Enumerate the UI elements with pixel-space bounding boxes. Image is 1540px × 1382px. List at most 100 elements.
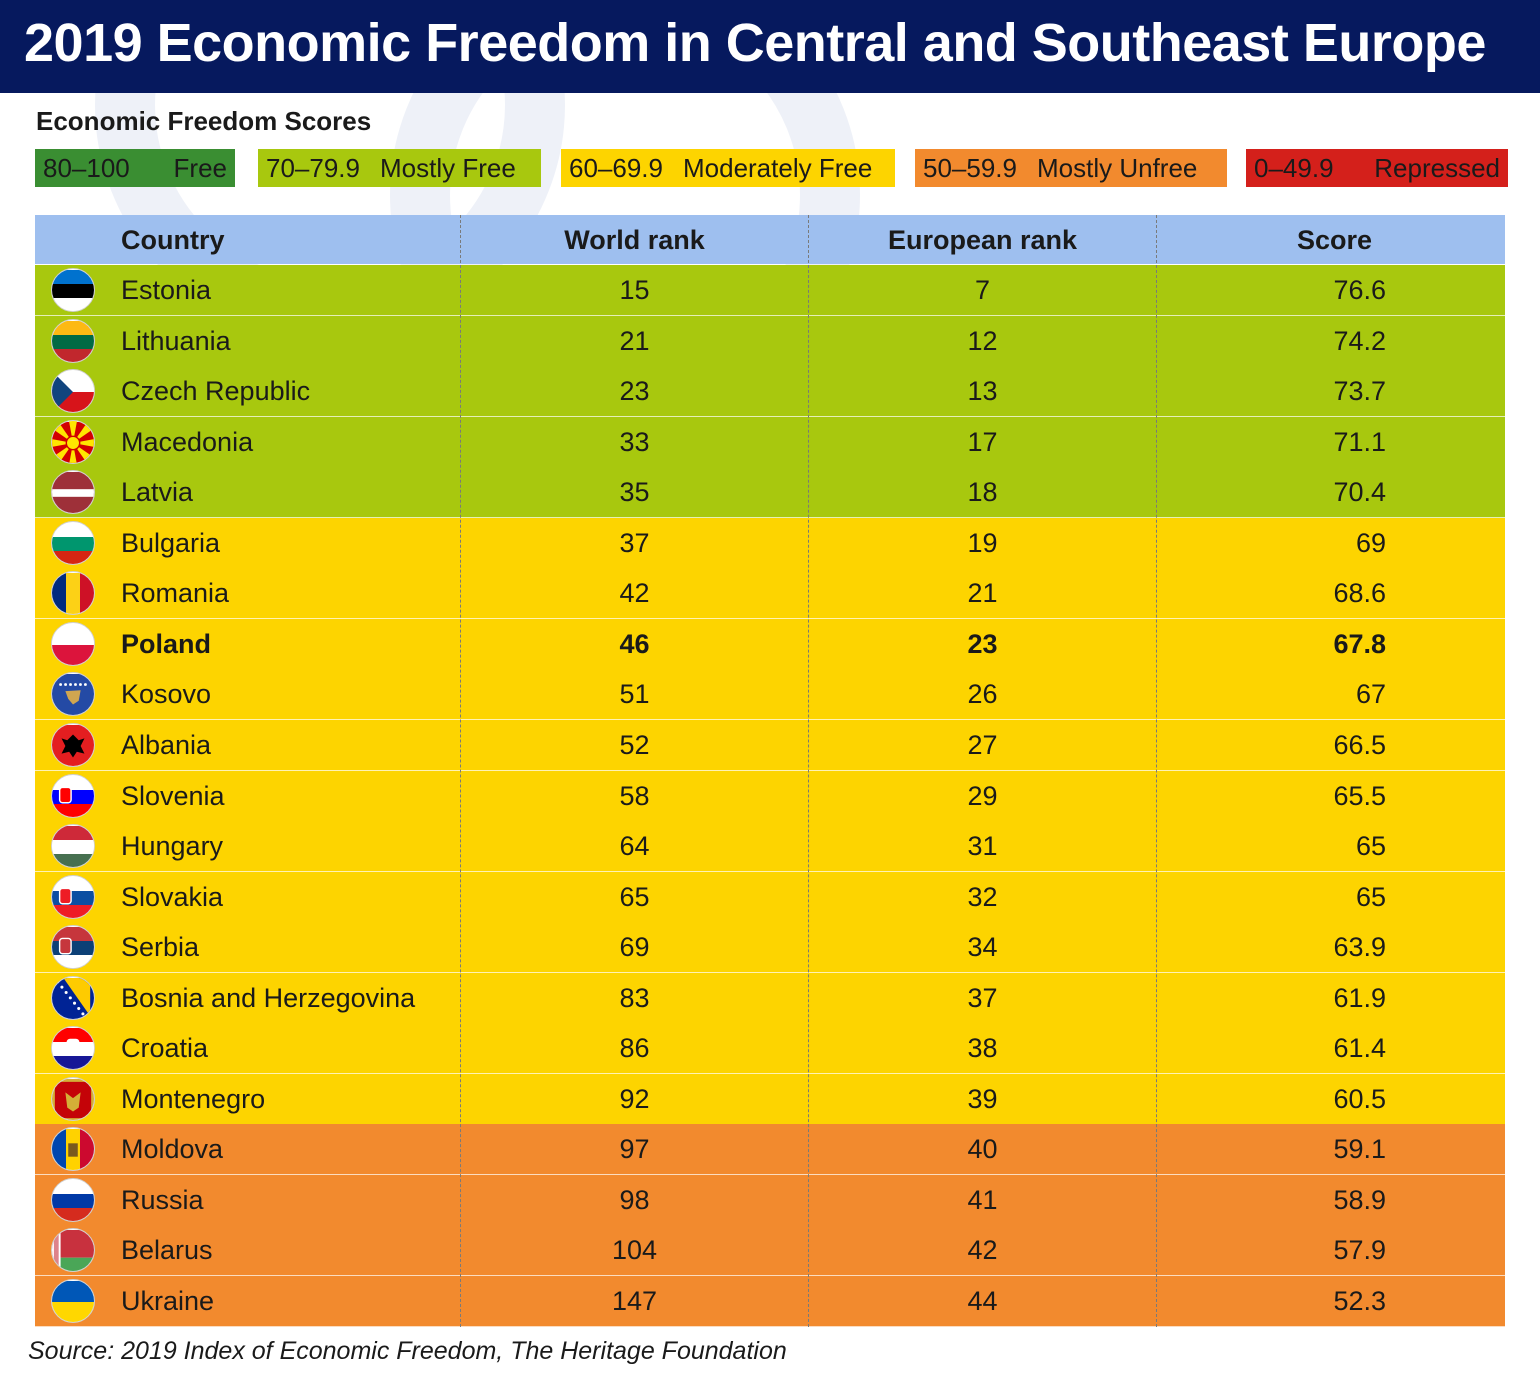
world-rank-value: 35 (619, 477, 650, 508)
world-rank-value: 69 (619, 932, 650, 963)
flag-badge (51, 268, 95, 312)
score-value: 57.9 (1333, 1235, 1386, 1266)
country-name: Romania (121, 578, 230, 609)
flag-badge (51, 520, 95, 565)
table-row: Bulgaria 37 19 69 (35, 517, 1505, 569)
world-rank-value: 21 (619, 325, 650, 356)
row-separator (35, 921, 1505, 923)
column-header-score: Score (1296, 225, 1373, 255)
european-rank-value: 38 (967, 1033, 998, 1064)
world-rank-value: 83 (619, 982, 650, 1013)
country-name: Bosnia and Herzegovina (121, 982, 416, 1013)
score-value: 59.1 (1333, 1134, 1386, 1165)
row-separator (35, 1022, 1505, 1024)
table-row: Kosovo 51 26 67 (35, 669, 1505, 721)
russia-flag-icon (52, 1179, 94, 1221)
row-separator (35, 1123, 1505, 1125)
table-row: Belarus 104 42 57.9 (35, 1225, 1505, 1277)
row-separator (35, 769, 1505, 771)
column-divider (460, 215, 461, 1327)
flag-badge (51, 925, 95, 970)
row-separator (35, 719, 1505, 721)
european-rank-value: 19 (967, 527, 998, 558)
country-name: Estonia (121, 275, 212, 305)
country-name: Bulgaria (121, 527, 221, 558)
row-separator (35, 567, 1505, 569)
score-value: 67 (1355, 679, 1386, 710)
legend-range: 0–49.9 (1254, 152, 1334, 183)
flag-badge (51, 874, 95, 919)
european-rank-value: 29 (967, 780, 998, 811)
score-value: 67.8 (1333, 628, 1386, 659)
romania-flag-icon (52, 573, 94, 615)
legend-item-mostly-unfree: 50–59.9 Mostly Unfree (915, 149, 1227, 187)
world-rank-value: 98 (619, 1184, 650, 1215)
country-name: Ukraine (121, 1286, 215, 1316)
country-name: Slovakia (121, 881, 224, 912)
column-header-world-rank: World rank (564, 225, 705, 255)
european-rank-value: 17 (967, 426, 998, 457)
table-row: Serbia 69 34 63.9 (35, 922, 1505, 974)
legend-label: Mostly Free (379, 152, 516, 183)
row-separator (35, 365, 1505, 367)
table-row: Russia 98 41 58.9 (35, 1174, 1505, 1226)
row-separator (35, 618, 1505, 620)
legend-range: 60–69.9 (569, 152, 663, 183)
world-rank-value: 104 (611, 1235, 658, 1266)
flag-badge (51, 621, 95, 666)
score-value: 61.4 (1333, 1033, 1386, 1064)
row-separator (35, 315, 1505, 316)
flag-badge (51, 1076, 95, 1121)
european-rank-value: 13 (967, 376, 998, 407)
score-value: 61.9 (1333, 982, 1386, 1013)
albania-flag-icon (52, 724, 94, 766)
table-row: Albania 52 27 66.5 (35, 719, 1505, 771)
slovakia-flag-icon (52, 876, 94, 918)
score-value: 65 (1355, 881, 1386, 912)
flag-badge (51, 1177, 95, 1222)
source-note: Source: 2019 Index of Economic Freedom, … (28, 1337, 787, 1365)
score-value: 60.5 (1333, 1083, 1386, 1114)
score-value: 65 (1355, 831, 1386, 862)
european-rank-value: 21 (967, 578, 998, 609)
table-row: Slovakia 65 32 65 (35, 871, 1505, 923)
row-separator (35, 871, 1505, 873)
flag-badge (51, 1127, 95, 1172)
european-rank-value: 7 (974, 275, 991, 305)
flag-badge (51, 419, 95, 464)
country-name: Montenegro (121, 1083, 266, 1114)
table-row: Ukraine 147 44 52.3 (35, 1276, 1505, 1327)
legend-range: 80–100 (43, 152, 130, 183)
score-value: 63.9 (1333, 932, 1386, 963)
score-value: 76.6 (1333, 275, 1386, 305)
row-separator (35, 1224, 1505, 1226)
european-rank-value: 39 (967, 1083, 998, 1114)
legend-range: 50–59.9 (923, 152, 1017, 183)
world-rank-value: 51 (619, 679, 650, 710)
legend-item-free: 80–100 Free (35, 149, 235, 187)
croatia-flag-icon (52, 1028, 94, 1070)
world-rank-value: 23 (619, 376, 650, 407)
legend-item-mostly-free: 70–79.9 Mostly Free (258, 149, 541, 187)
european-rank-value: 31 (967, 831, 998, 862)
table-header: Country World rank European rank Score (35, 215, 1505, 264)
score-value: 52.3 (1333, 1286, 1386, 1316)
world-rank-value: 147 (611, 1286, 658, 1316)
chart-title: 2019 Economic Freedom in Central and Sou… (24, 13, 1486, 73)
czech-flag-icon (52, 371, 94, 413)
european-rank-value: 37 (967, 982, 998, 1013)
legend-range: 70–79.9 (266, 152, 360, 183)
flag-badge (51, 1026, 95, 1071)
serbia-flag-icon (52, 927, 94, 969)
table-row: Estonia 15 7 76.6 (35, 265, 1505, 316)
title-bar: 2019 Economic Freedom in Central and Sou… (0, 0, 1540, 93)
legend-label: Free (173, 152, 227, 183)
european-rank-value: 26 (967, 679, 998, 710)
macedonia-flag-icon (52, 420, 94, 463)
table-row: Bosnia and Herzegovina 83 37 61.9 (35, 972, 1505, 1024)
country-name: Macedonia (121, 426, 254, 457)
european-rank-value: 18 (967, 477, 998, 508)
row-separator (35, 668, 1505, 670)
world-rank-value: 58 (619, 780, 650, 811)
flag-badge (51, 571, 95, 616)
